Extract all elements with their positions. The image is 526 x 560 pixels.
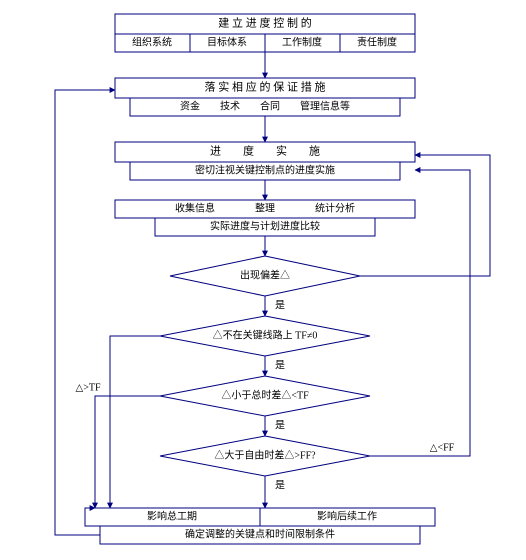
box6: 确定调整的关键点和时间限制条件 bbox=[185, 527, 335, 540]
box1-cell-2: 工作制度 bbox=[282, 35, 322, 48]
box1-cell-0: 组织系统 bbox=[132, 35, 172, 48]
box4-sub: 实际进度与计划进度比较 bbox=[210, 219, 320, 232]
d1-yes: 是 bbox=[275, 299, 285, 311]
box-establish-control: 建 立 进 度 控 制 的 组织系统 目标体系 工作制度 责任制度 bbox=[115, 14, 415, 52]
d3-yes: 是 bbox=[275, 419, 285, 431]
label-ff: △<FF bbox=[430, 442, 455, 453]
box-guarantee-measures: 落 实 相 应 的 保 证 措 施 资金 技术 合同 管理信息等 bbox=[115, 78, 415, 116]
edge-feedback bbox=[55, 90, 115, 535]
diamond-deviation: 出现偏差△ bbox=[170, 256, 360, 296]
d2-yes: 是 bbox=[275, 359, 285, 371]
box5a: 影响总工期 bbox=[147, 509, 197, 522]
box4-top: 收集信息 整理 统计分析 bbox=[175, 201, 355, 214]
d4-text: △大于自由时差△>FF? bbox=[214, 448, 316, 461]
label-tf: △>TF bbox=[76, 382, 101, 393]
box-determine-key: 确定调整的关键点和时间限制条件 bbox=[100, 526, 420, 544]
box5b: 影响后续工作 bbox=[317, 509, 377, 522]
diamond-not-critical: △不在关键线路上 TF≠0 bbox=[160, 316, 370, 356]
box-impact: 影响总工期 影响后续工作 bbox=[85, 508, 435, 526]
box-progress-implement: 进 度 实 施 密切注视关键控制点的进度实施 bbox=[115, 142, 415, 180]
d1-text: 出现偏差△ bbox=[240, 268, 290, 281]
box1-cell-1: 目标体系 bbox=[207, 36, 247, 48]
box3-title: 进 度 实 施 bbox=[210, 144, 320, 158]
diamond-lt-tf: △小于总时差△<TF bbox=[160, 376, 370, 416]
d3-text: △小于总时差△<TF bbox=[221, 388, 309, 401]
edge-d3-no: △>TF bbox=[76, 382, 161, 508]
box1-title: 建 立 进 度 控 制 的 bbox=[218, 16, 312, 30]
box2-sub: 资金 技术 合同 管理信息等 bbox=[180, 99, 350, 112]
box-collect-compare: 收集信息 整理 统计分析 实际进度与计划进度比较 bbox=[115, 200, 415, 236]
diamond-gt-ff: △大于自由时差△>FF? bbox=[160, 436, 370, 476]
d4-yes: 是 bbox=[275, 479, 285, 491]
d2-text: △不在关键线路上 TF≠0 bbox=[213, 328, 318, 341]
box3-sub: 密切注视关键控制点的进度实施 bbox=[195, 163, 335, 176]
box2-title: 落 实 相 应 的 保 证 措 施 bbox=[205, 80, 326, 94]
edge-d2-no bbox=[110, 336, 160, 508]
box1-cell-3: 责任制度 bbox=[357, 35, 397, 48]
